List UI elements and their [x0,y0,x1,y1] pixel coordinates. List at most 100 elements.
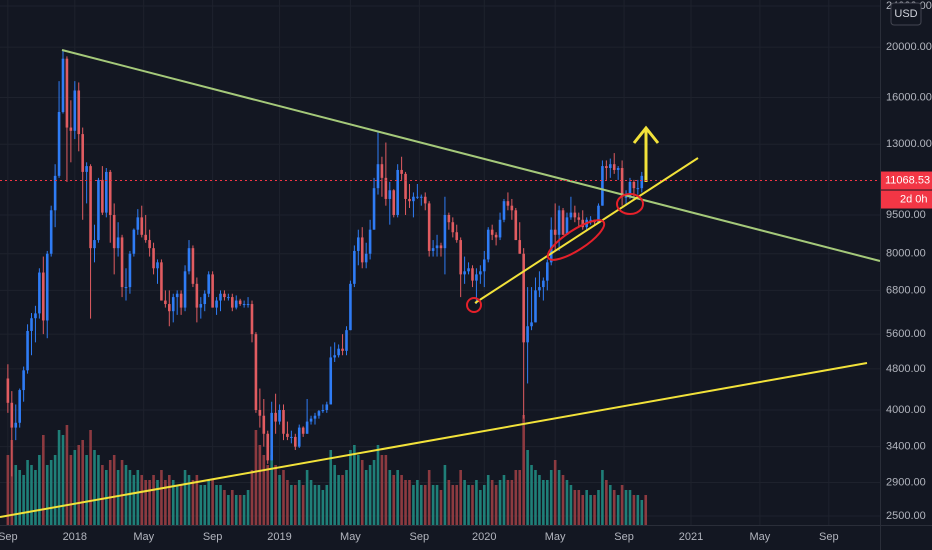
candle-body [89,166,92,249]
volume-bar [18,470,21,525]
candle-body [620,168,624,197]
circle-marker [466,297,482,313]
candle-body [321,410,325,412]
volume-bar [297,480,301,525]
candle-body [116,237,120,249]
volume-bar [490,480,494,525]
volume-bar [85,455,88,525]
candle-body [553,229,557,235]
volume-bar [589,495,592,525]
volume-bar [605,480,608,525]
volume-bar [388,470,392,525]
candle-body [447,214,451,223]
candle-body [301,427,305,434]
trend-line [0,362,868,518]
volume-bar [120,460,124,525]
volume-bar [577,490,581,525]
candle-body [565,217,569,235]
candle-body [171,297,175,312]
volume-bar [463,480,466,525]
candle-body [93,240,96,249]
volume-bar [305,470,309,525]
candle-body [207,274,210,294]
volume-bar [77,445,81,525]
volume-bar [601,470,604,525]
volume-bar [506,480,510,525]
volume-bar [514,470,518,525]
candle-body [57,111,61,176]
candle-body [278,410,281,422]
volume-bar [479,490,482,525]
candle-body [380,164,384,178]
volume-bar [455,485,459,525]
volume-bar [431,485,435,525]
volume-bar [636,495,640,525]
candle-body [384,177,388,199]
candle-body [561,210,565,235]
volume-bar [545,480,549,525]
volume-bar [203,485,207,525]
candle-body [227,297,230,299]
candle-body [412,196,415,202]
candle-body [510,205,514,211]
candle-body [545,262,549,281]
candle-body [6,378,10,403]
volume-bar [380,455,384,525]
volume-bar [392,475,396,525]
volume-bar [333,465,336,525]
volume-bar [49,460,53,525]
volume-bar [254,430,258,525]
volume-bar [616,495,620,525]
volume-bar [171,480,175,525]
volume-bar [183,470,187,525]
currency-label: USD [894,8,917,20]
volume-bar [396,470,399,525]
candle-body [231,297,234,308]
candle-body [475,274,478,281]
volume-bar [585,490,588,525]
candle-body [73,90,77,131]
volume-bar [376,445,380,525]
candle-body [45,253,49,321]
volume-bar [132,475,136,525]
candle-body [262,415,266,434]
candle-body [317,411,321,416]
candle-body [250,304,254,335]
volume-bar [116,470,120,525]
candle-body [628,181,632,197]
volume-bar [640,500,644,525]
candle-body [38,272,41,314]
price-label-box [881,171,932,190]
candle-body [305,421,309,434]
x-tick-label: May [340,531,361,543]
candle-body [549,229,553,263]
candle-body [423,196,427,204]
volume-bar [620,485,624,525]
volume-bar [404,480,407,525]
countdown-label: 2d 0h [900,193,928,205]
volume-bar [164,480,167,525]
volume-bar [148,480,151,525]
candle-body [164,300,167,305]
volume-bar [412,485,415,525]
volume-bar [557,470,561,525]
candle-body [22,370,25,391]
volume-bar [270,455,273,525]
candle-body [459,240,462,275]
x-tick-label: May [750,531,771,543]
volume-bar [266,465,270,525]
x-tick-label: 2020 [472,531,496,543]
candle-body [341,348,344,351]
volume-bar [175,485,179,525]
x-tick-label: May [133,531,154,543]
volume-bar [337,475,340,525]
candle-body [589,219,592,221]
volume-bar [191,480,195,525]
volume-bar [81,440,84,525]
volume-bar [26,460,29,525]
trend-line [474,157,699,304]
volume-bar [22,475,25,525]
candle-body [542,280,545,288]
volume-bar [211,480,214,525]
volume-bar [628,490,632,525]
